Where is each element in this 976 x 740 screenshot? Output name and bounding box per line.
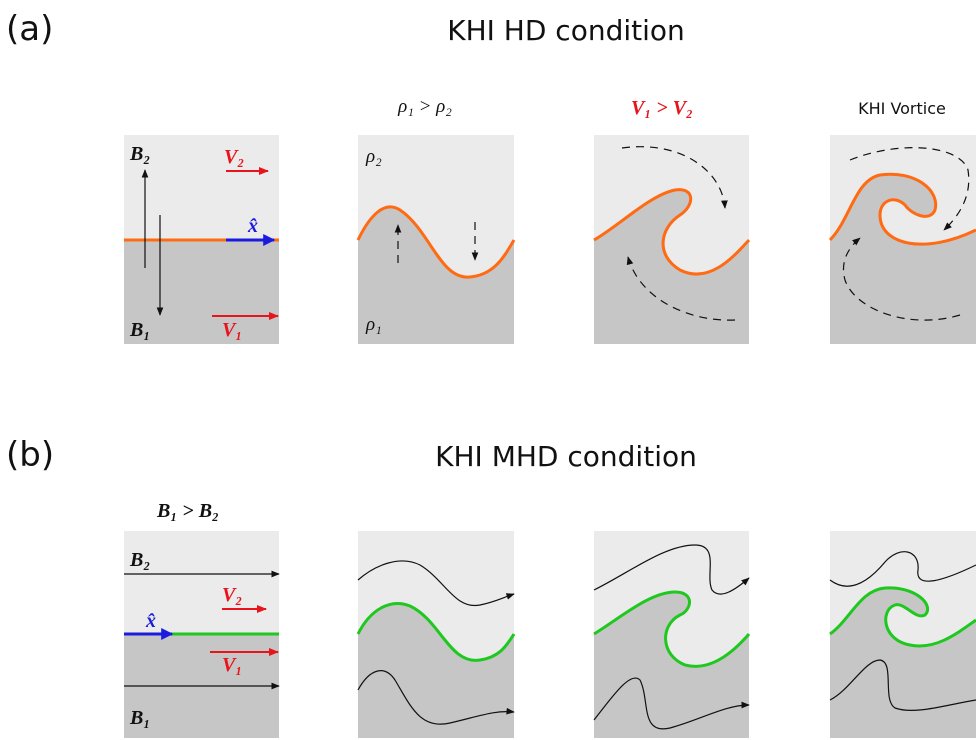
panel-title: KHI HD condition xyxy=(447,14,685,47)
interface xyxy=(593,590,751,668)
field-line xyxy=(829,659,976,711)
b2-label: B₂ xyxy=(129,549,150,571)
interface xyxy=(593,188,751,276)
x-label: x̂ xyxy=(247,215,258,237)
column-title: V₁ > V₂ xyxy=(631,97,693,119)
field-line xyxy=(357,670,515,725)
column-title: KHI Vortice xyxy=(858,99,946,118)
field-line xyxy=(593,544,750,595)
rho2-label: ρ₂ xyxy=(365,146,382,167)
flow-arrow xyxy=(849,147,970,231)
lower-fluid xyxy=(358,206,514,344)
column-title: B₁ > B₂ xyxy=(156,500,219,522)
panel-label: (a) xyxy=(6,9,53,49)
field-line xyxy=(829,551,976,587)
lower-fluid xyxy=(124,240,279,344)
column-title: ρ₁ > ρ₂ xyxy=(397,96,452,117)
panel-label: (b) xyxy=(6,435,54,475)
interface xyxy=(829,586,976,648)
lower-fluid xyxy=(594,189,749,344)
interface xyxy=(356,205,516,279)
flow-arrow xyxy=(621,146,728,209)
upper-fluid xyxy=(124,135,279,240)
x-label: x̂ xyxy=(145,610,156,632)
flow-arrow xyxy=(842,237,961,321)
upper-fluid xyxy=(124,531,279,634)
v1-label: V₁ xyxy=(222,654,242,676)
lower-fluid xyxy=(830,587,976,738)
b2-label: B₂ xyxy=(129,143,150,165)
v1-label: V₁ xyxy=(222,319,242,341)
v2-label: V₂ xyxy=(224,146,244,168)
field-line xyxy=(593,677,750,730)
interface xyxy=(356,602,516,662)
interface xyxy=(828,172,976,246)
flow-arrow xyxy=(626,256,736,321)
lower-fluid xyxy=(830,174,976,344)
b1-label: B₁ xyxy=(129,707,150,729)
v2-label: V₂ xyxy=(222,584,242,606)
rho1-label: ρ₁ xyxy=(365,314,382,335)
field-line xyxy=(357,560,515,607)
lower-fluid xyxy=(594,592,749,738)
panel-title: KHI MHD condition xyxy=(435,440,697,473)
b1-label: B₁ xyxy=(129,319,150,341)
lower-fluid xyxy=(358,603,514,738)
